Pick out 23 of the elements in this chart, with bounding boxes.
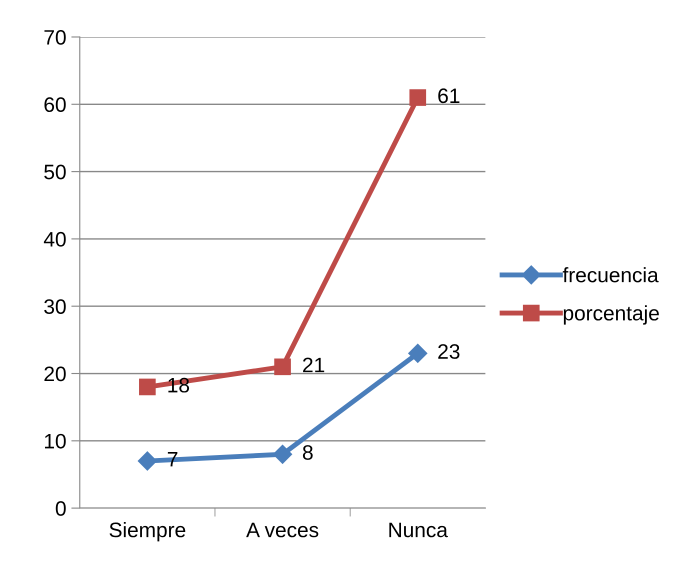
data-label: 61 (438, 88, 460, 104)
y-tick-label: 40 (44, 232, 66, 247)
x-tick-label: A veces (246, 522, 318, 538)
y-tick-label: 30 (44, 299, 66, 314)
point (274, 358, 291, 376)
point (409, 89, 426, 106)
y-tick-label: 10 (44, 434, 66, 449)
y-tick-label: 60 (44, 97, 66, 112)
x-tick-label: Siempre (110, 522, 186, 542)
data-label: 8 (302, 445, 313, 460)
point (408, 344, 428, 363)
data-label: 21 (303, 358, 324, 372)
y-tick-label: 50 (44, 164, 66, 180)
legend-label: frecuencia (562, 267, 659, 282)
point (139, 378, 156, 396)
point (273, 444, 292, 464)
point (138, 451, 157, 471)
y-tick-label: 20 (44, 366, 66, 382)
data-label: 23 (438, 344, 460, 359)
y-tick-label: 70 (44, 30, 66, 45)
x-tick-label: Nunca (389, 522, 448, 538)
y-tick-label: 0 (56, 501, 66, 516)
legend-label: porcentaje (564, 305, 659, 325)
